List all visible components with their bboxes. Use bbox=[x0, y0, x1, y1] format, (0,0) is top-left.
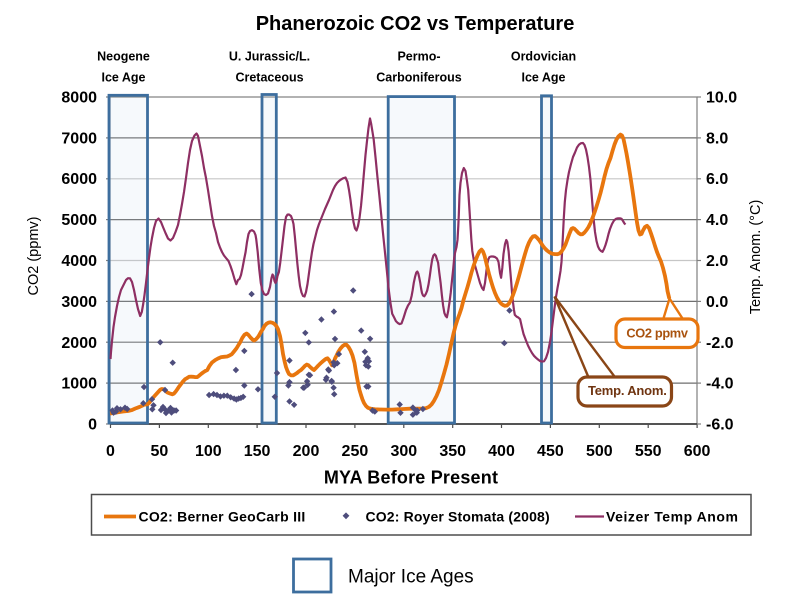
svg-text:Carboniferous: Carboniferous bbox=[376, 71, 461, 85]
svg-text:100: 100 bbox=[195, 443, 222, 460]
svg-text:6.0: 6.0 bbox=[706, 171, 728, 188]
svg-text:2.0: 2.0 bbox=[706, 253, 728, 270]
svg-text:-2.0: -2.0 bbox=[706, 335, 734, 352]
svg-text:U. Jurassic/L.: U. Jurassic/L. bbox=[229, 50, 310, 64]
svg-text:0.0: 0.0 bbox=[706, 294, 728, 311]
svg-text:CO2: Berner GeoCarb III: CO2: Berner GeoCarb III bbox=[139, 509, 306, 525]
svg-text:MYA Before Present: MYA Before Present bbox=[324, 468, 498, 488]
svg-text:0: 0 bbox=[106, 443, 115, 460]
svg-text:Temp. Anom.: Temp. Anom. bbox=[588, 383, 667, 398]
svg-text:8.0: 8.0 bbox=[706, 130, 728, 147]
svg-text:0: 0 bbox=[88, 417, 97, 434]
svg-text:5000: 5000 bbox=[61, 212, 97, 229]
svg-text:150: 150 bbox=[244, 443, 271, 460]
svg-text:-4.0: -4.0 bbox=[706, 376, 734, 393]
svg-text:3000: 3000 bbox=[61, 294, 97, 311]
svg-text:4.0: 4.0 bbox=[706, 212, 728, 229]
svg-text:450: 450 bbox=[537, 443, 564, 460]
svg-text:CO2 (ppmv): CO2 (ppmv) bbox=[26, 217, 42, 296]
svg-text:300: 300 bbox=[390, 443, 417, 460]
svg-text:1000: 1000 bbox=[61, 376, 97, 393]
svg-text:350: 350 bbox=[439, 443, 466, 460]
svg-text:Major Ice Ages: Major Ice Ages bbox=[348, 567, 474, 588]
svg-text:7000: 7000 bbox=[61, 130, 97, 147]
svg-text:2000: 2000 bbox=[61, 335, 97, 352]
svg-text:Ice Age: Ice Age bbox=[521, 71, 565, 85]
svg-text:CO2 ppmv: CO2 ppmv bbox=[626, 326, 688, 341]
svg-text:Temp. Anom. (°C): Temp. Anom. (°C) bbox=[748, 200, 764, 315]
svg-text:400: 400 bbox=[488, 443, 515, 460]
svg-text:250: 250 bbox=[342, 443, 369, 460]
svg-text:600: 600 bbox=[684, 443, 711, 460]
svg-text:550: 550 bbox=[635, 443, 662, 460]
svg-text:6000: 6000 bbox=[61, 171, 97, 188]
svg-text:Veizer Temp Anom: Veizer Temp Anom bbox=[606, 509, 739, 525]
svg-text:Permo-: Permo- bbox=[397, 50, 440, 64]
svg-text:CO2: Royer Stomata (2008): CO2: Royer Stomata (2008) bbox=[366, 509, 550, 525]
svg-text:500: 500 bbox=[586, 443, 613, 460]
svg-text:Ice Age: Ice Age bbox=[101, 71, 145, 85]
svg-text:Neogene: Neogene bbox=[97, 50, 150, 64]
svg-text:4000: 4000 bbox=[61, 253, 97, 270]
svg-text:Phanerozoic CO2 vs Temperature: Phanerozoic CO2 vs Temperature bbox=[256, 13, 575, 35]
svg-text:Cretaceous: Cretaceous bbox=[235, 71, 303, 85]
svg-text:200: 200 bbox=[293, 443, 320, 460]
svg-text:Ordovician: Ordovician bbox=[511, 50, 576, 64]
svg-text:10.0: 10.0 bbox=[706, 90, 737, 107]
svg-text:50: 50 bbox=[151, 443, 169, 460]
svg-text:8000: 8000 bbox=[61, 90, 97, 107]
svg-text:-6.0: -6.0 bbox=[706, 417, 734, 434]
